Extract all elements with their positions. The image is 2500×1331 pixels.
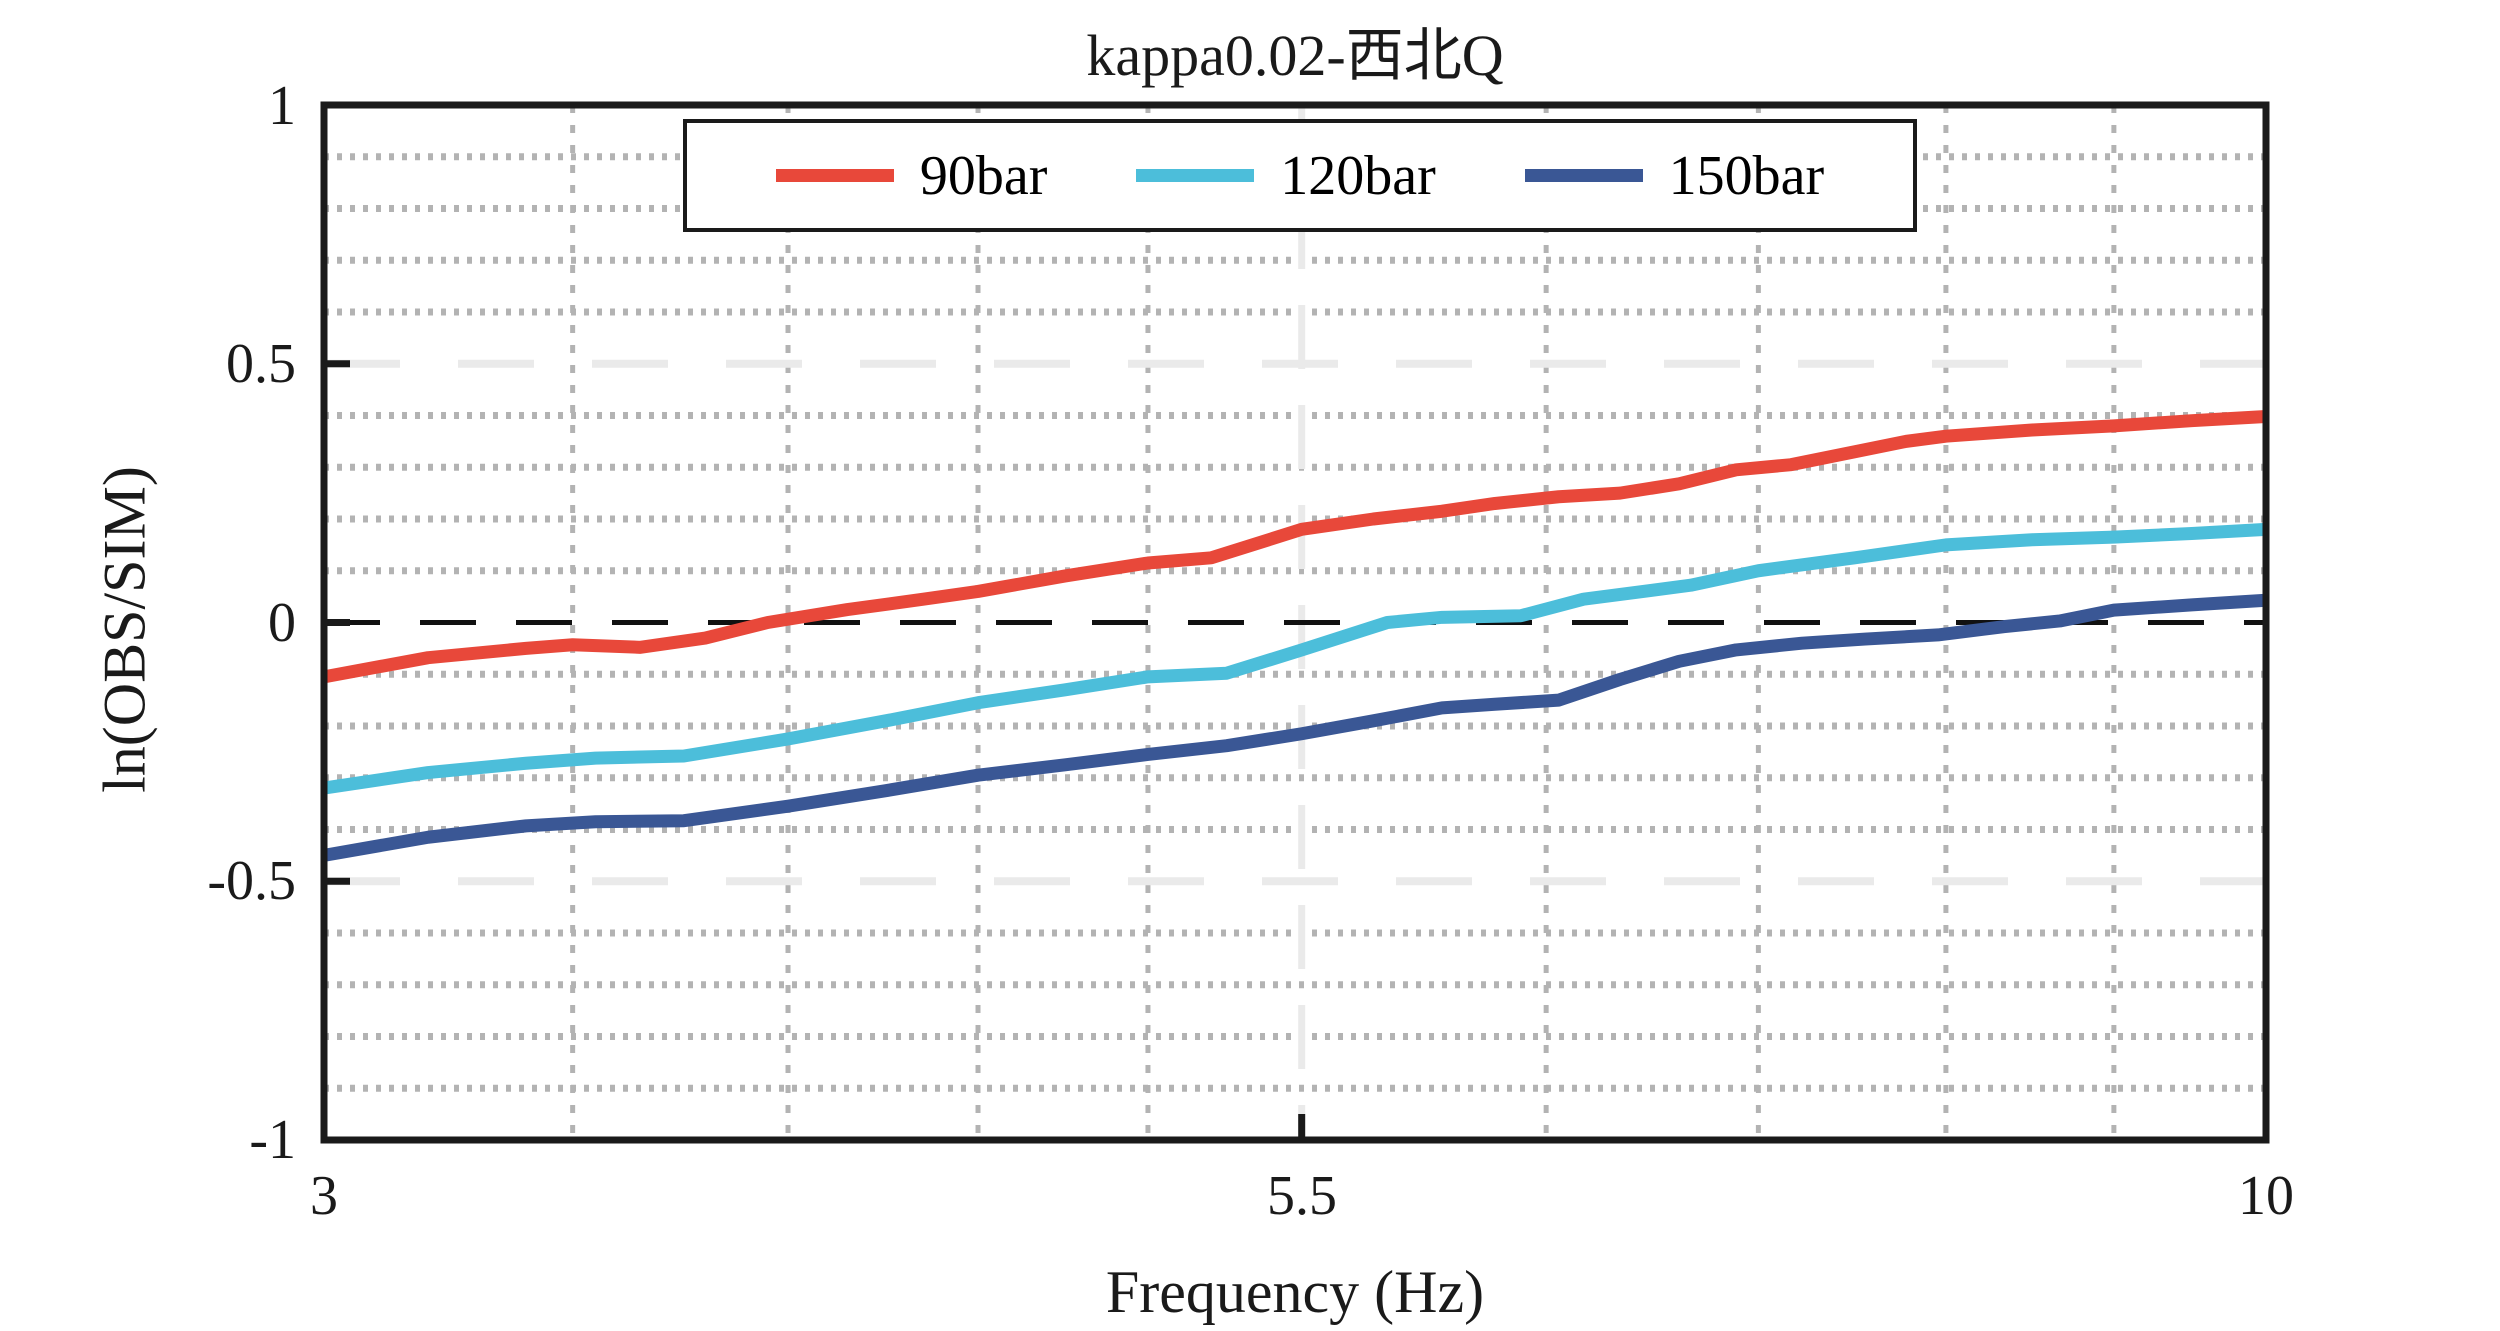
y-tick-label-m0p5: -0.5 bbox=[207, 850, 296, 912]
x-tick-label-3: 3 bbox=[310, 1165, 338, 1227]
legend-label-120bar: 120bar bbox=[1280, 144, 1436, 207]
x-tick-label-5p5: 5.5 bbox=[1267, 1165, 1337, 1227]
chart-title: kappa0.02-西北Q bbox=[1086, 23, 1504, 88]
y-tick-label-0p5: 0.5 bbox=[226, 333, 296, 395]
legend: 90bar 120bar 150bar bbox=[683, 119, 1917, 232]
legend-item-150bar: 150bar bbox=[1524, 144, 1825, 208]
y-tick-label-1: 1 bbox=[268, 75, 296, 137]
legend-swatch-150bar bbox=[1524, 169, 1643, 182]
series-120bar-line bbox=[323, 522, 2267, 795]
legend-swatch-90bar bbox=[775, 169, 894, 182]
legend-label-150bar: 150bar bbox=[1668, 144, 1825, 207]
series-150bar-line bbox=[322, 593, 2267, 862]
x-tick-label-10: 10 bbox=[2238, 1165, 2294, 1227]
legend-item-120bar: 120bar bbox=[1136, 144, 1436, 208]
x-axis-label: Frequency (Hz) bbox=[1105, 1259, 1485, 1325]
y-tick-label-0: 0 bbox=[268, 592, 296, 654]
series-90bar-line bbox=[322, 410, 2267, 684]
legend-label-90bar: 90bar bbox=[919, 144, 1048, 207]
y-tick-label-m1: -1 bbox=[249, 1109, 296, 1171]
legend-item-90bar: 90bar bbox=[775, 144, 1048, 208]
legend-swatch-120bar bbox=[1136, 169, 1255, 182]
